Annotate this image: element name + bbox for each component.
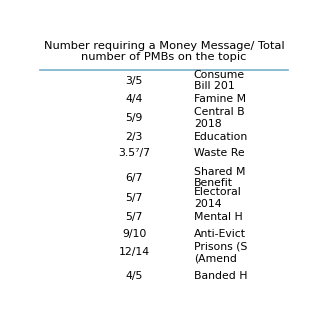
Text: 3/5: 3/5	[125, 76, 143, 86]
Text: Famine M: Famine M	[194, 94, 246, 104]
Text: 3.5⁷/7: 3.5⁷/7	[118, 148, 150, 158]
Text: 6/7: 6/7	[125, 172, 143, 183]
Text: 5/7: 5/7	[125, 212, 143, 222]
Text: 2/3: 2/3	[125, 132, 143, 141]
Text: 5/7: 5/7	[125, 193, 143, 203]
Text: Shared M
Benefit: Shared M Benefit	[194, 167, 245, 188]
Text: Mental H: Mental H	[194, 212, 243, 222]
Text: Waste Re: Waste Re	[194, 148, 244, 158]
Text: 4/4: 4/4	[125, 94, 143, 104]
Text: Education: Education	[194, 132, 248, 141]
Text: Banded H: Banded H	[194, 271, 247, 281]
Text: 9/10: 9/10	[122, 228, 147, 239]
Text: Anti-Evict: Anti-Evict	[194, 228, 246, 239]
Text: Central B
2018: Central B 2018	[194, 107, 244, 129]
Text: Prisons (S
(Amend: Prisons (S (Amend	[194, 241, 247, 263]
Text: Consume
Bill 201: Consume Bill 201	[194, 70, 245, 92]
Text: 4/5: 4/5	[125, 271, 143, 281]
Text: 5/9: 5/9	[125, 113, 143, 123]
Text: Electoral
2014: Electoral 2014	[194, 187, 242, 209]
Text: Number requiring a Money Message/ Total
number of PMBs on the topic: Number requiring a Money Message/ Total …	[44, 41, 284, 62]
Text: 12/14: 12/14	[119, 247, 150, 257]
